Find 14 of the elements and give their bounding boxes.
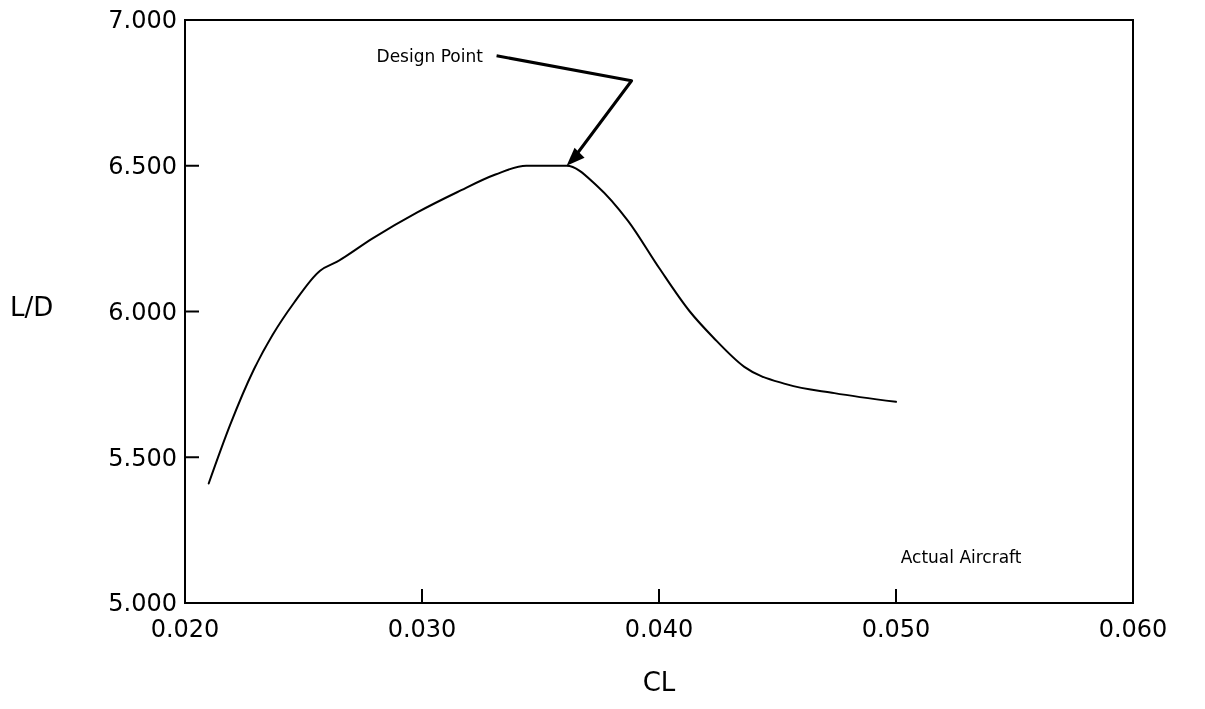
x-tick-label: 0.060 (1098, 615, 1168, 643)
y-tick-label: 6.000 (108, 297, 177, 326)
y-axis-title: L/D (10, 291, 54, 322)
y-tick-label: 7.000 (108, 6, 177, 35)
y-tick-label: 6.500 (108, 152, 177, 181)
x-axis-title: CL (642, 667, 676, 697)
x-tick-label: 0.050 (861, 615, 931, 643)
y-tick-label: 5.500 (108, 443, 177, 472)
y-tick-label: 5.000 (108, 589, 177, 618)
x-tick-label: 0.030 (387, 615, 457, 643)
x-tick-label: 0.020 (150, 615, 220, 643)
annotation: Actual Aircraft (900, 547, 1022, 567)
x-tick-label: 0.040 (624, 615, 694, 643)
annotation: Design Point (376, 45, 484, 66)
